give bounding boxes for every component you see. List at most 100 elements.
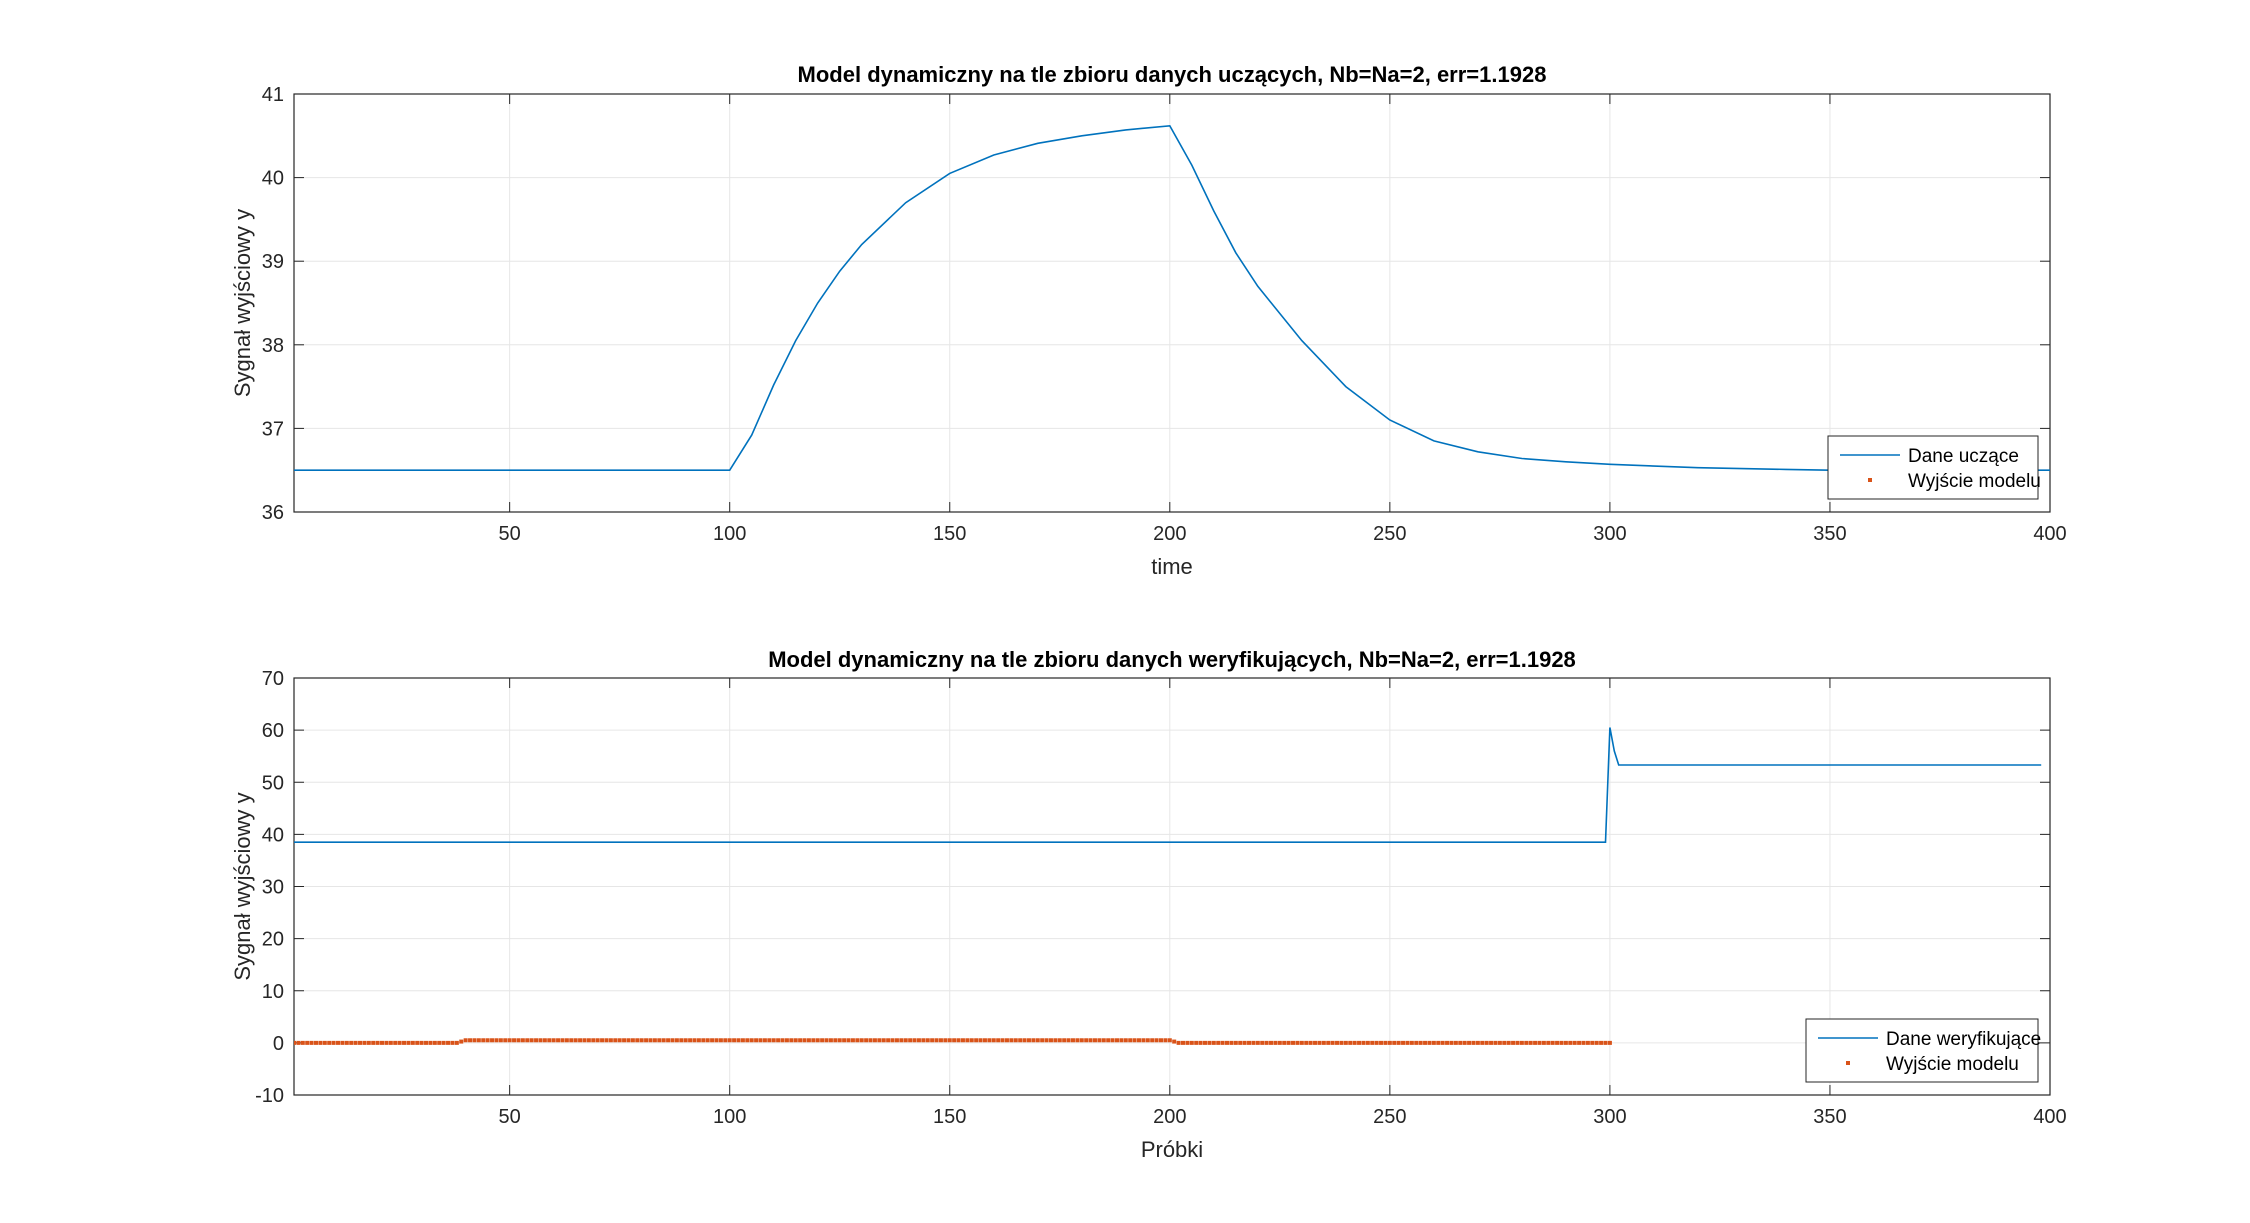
chart2-model-point [1163, 1038, 1168, 1043]
chart2-model-point [340, 1040, 345, 1045]
chart2-model-point [833, 1038, 838, 1043]
chart2-model-point [1136, 1038, 1141, 1043]
chart2-model-point [1379, 1040, 1384, 1045]
chart1-plot-area [294, 94, 2050, 512]
chart1-ytick-label: 38 [262, 335, 284, 357]
chart2-model-point [1062, 1038, 1067, 1043]
chart1-legend-marker-swatch [1868, 478, 1872, 482]
chart2-xtick-label: 100 [713, 1106, 746, 1128]
chart2-model-point [441, 1040, 446, 1045]
chart2-model-point [1013, 1038, 1018, 1043]
chart2-model-point [415, 1040, 420, 1045]
chart2-model-point [1436, 1040, 1441, 1045]
chart2-model-point [1546, 1040, 1551, 1045]
chart2-model-point [1207, 1040, 1212, 1045]
chart2-model-point [349, 1040, 354, 1045]
chart2-model-point [1590, 1040, 1595, 1045]
chart2-model-point [1511, 1040, 1516, 1045]
chart2-model-point [516, 1038, 521, 1043]
chart2-model-point [952, 1038, 957, 1043]
chart2-model-point [987, 1038, 992, 1043]
chart2-model-point [806, 1038, 811, 1043]
chart2-model-point [437, 1040, 442, 1045]
chart2-model-point [1423, 1040, 1428, 1045]
chart2-series-line [294, 727, 2042, 843]
chart2-model-point [1154, 1038, 1159, 1043]
chart2-model-point [846, 1038, 851, 1043]
chart2-model-point [547, 1038, 552, 1043]
chart2-model-point [1022, 1038, 1027, 1043]
chart2-model-point [921, 1038, 926, 1043]
chart2-model-point [692, 1038, 697, 1043]
chart2-model-point [1299, 1040, 1304, 1045]
chart2-xlabel: Próbki [1141, 1137, 1203, 1162]
chart1-series-line [294, 124, 2050, 471]
chart2-model-point [424, 1040, 429, 1045]
chart2-model-point [388, 1040, 393, 1045]
chart1-xtick-label: 350 [1813, 523, 1846, 545]
chart2-model-point [525, 1038, 530, 1043]
chart2-model-point [1216, 1040, 1221, 1045]
chart2-model-point [1158, 1038, 1163, 1043]
chart2-model-point [419, 1040, 424, 1045]
chart2-model-point [1502, 1040, 1507, 1045]
chart2-model-point [1572, 1040, 1577, 1045]
chart2-model-point [1185, 1040, 1190, 1045]
chart1-ytick-label: 39 [262, 251, 284, 273]
chart2-model-point [604, 1038, 609, 1043]
chart2-xtick-label: 300 [1593, 1106, 1626, 1128]
chart2-model-point [824, 1038, 829, 1043]
chart2-model-point [450, 1040, 455, 1045]
chart2-model-point [626, 1038, 631, 1043]
chart1-title: Model dynamiczny na tle zbioru danych uc… [798, 62, 1547, 87]
chart2-model-point [296, 1040, 301, 1045]
chart2-model-point [1339, 1040, 1344, 1045]
chart2-model-point [490, 1038, 495, 1043]
chart2-model-point [811, 1038, 816, 1043]
chart2-model-point [899, 1038, 904, 1043]
chart2-model-point [1458, 1040, 1463, 1045]
chart2-model-point [1374, 1040, 1379, 1045]
chart2-model-point [1418, 1040, 1423, 1045]
chart2-model-point [1528, 1040, 1533, 1045]
chart2-ytick-label: 60 [262, 720, 284, 742]
chart2-model-point [965, 1038, 970, 1043]
chart2-model-point [802, 1038, 807, 1043]
chart2-model-point [305, 1040, 310, 1045]
chart2-model-point [947, 1038, 952, 1043]
chart2-model-point [1555, 1040, 1560, 1045]
chart2-model-point [943, 1038, 948, 1043]
chart2-model-point [872, 1038, 877, 1043]
chart2-model-point [595, 1038, 600, 1043]
chart2-model-point [868, 1038, 873, 1043]
chart2-model-point [798, 1038, 803, 1043]
chart2-model-point [556, 1038, 561, 1043]
chart2-model-point [1132, 1038, 1137, 1043]
chart1-axis-box [293, 93, 2051, 513]
chart2-legend: Dane weryfikujące Wyjście modelu [1805, 1018, 2041, 1083]
chart2-model-point [930, 1038, 935, 1043]
chart2-model-point [974, 1038, 979, 1043]
chart1-xtick-label: 300 [1593, 523, 1626, 545]
chart2-model-point [727, 1038, 732, 1043]
chart2-model-point [1449, 1040, 1454, 1045]
chart2-model-point [1114, 1038, 1119, 1043]
chart2-model-point [432, 1040, 437, 1045]
chart2-model-point [1462, 1040, 1467, 1045]
chart2-model-point [318, 1040, 323, 1045]
chart2-model-point [481, 1038, 486, 1043]
chart2-model-point [1387, 1040, 1392, 1045]
chart2-model-point [886, 1038, 891, 1043]
chart2-model-point [1453, 1040, 1458, 1045]
chart1-legend-label: Wyjście modelu [1908, 471, 2041, 492]
chart2-model-point [1471, 1040, 1476, 1045]
chart2-axis-box [293, 677, 2051, 1096]
chart2-model-point [560, 1038, 565, 1043]
chart2-model-point [344, 1040, 349, 1045]
chart2-model-point [1176, 1040, 1181, 1045]
chart2-model-point [740, 1038, 745, 1043]
chart2-model-point [1031, 1038, 1036, 1043]
chart2-model-point [1229, 1040, 1234, 1045]
chart2-model-point [771, 1038, 776, 1043]
chart2-model-point [1313, 1040, 1318, 1045]
